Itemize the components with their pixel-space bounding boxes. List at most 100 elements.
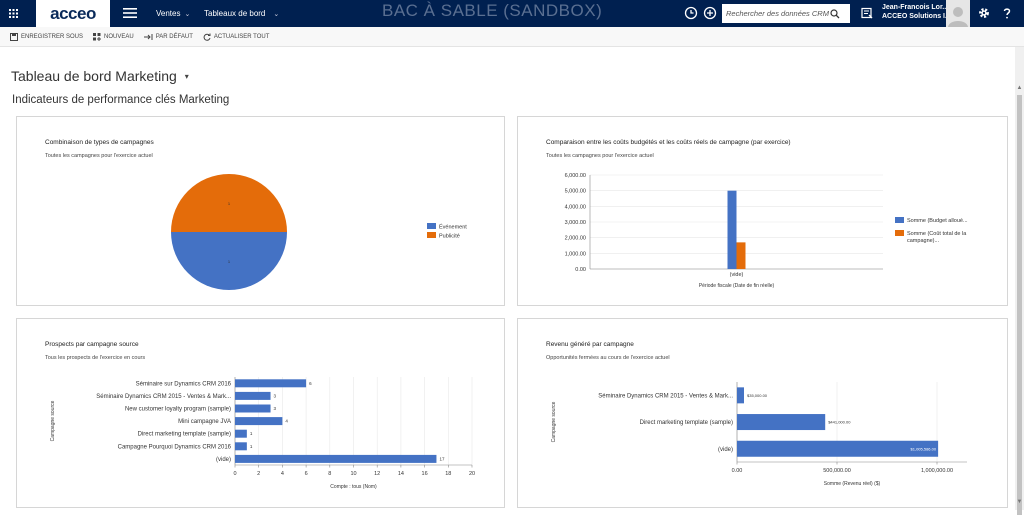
user-silhouette-icon	[948, 7, 968, 27]
refresh-all-label: ACTUALISER TOUT	[213, 33, 270, 40]
new-dashboard-icon	[93, 32, 102, 41]
chevron-down-icon: ⌄	[273, 10, 280, 18]
chart-title: Comparaison entre les coûts budgétés et …	[546, 139, 791, 146]
vertical-scrollbar[interactable]: ▲ ▼	[1015, 47, 1024, 515]
x-tick-label: 16	[422, 471, 428, 477]
app-launcher-button[interactable]	[0, 0, 27, 27]
bar-value-label: 1	[250, 431, 253, 436]
recent-clock-icon[interactable]	[684, 6, 698, 20]
horizontal-bar[interactable]	[737, 440, 939, 457]
pie-chart[interactable]: 1 1 Événement Publicité	[17, 117, 506, 307]
search-icon[interactable]	[830, 8, 840, 19]
chart-panel-budget-vs-actual: Comparaison entre les coûts budgétés et …	[517, 116, 1008, 306]
bar-value-label: 3	[274, 393, 277, 398]
y-category-label: Direct marketing template (sample)	[138, 432, 231, 438]
x-axis-title: Somme (Revenu réel) ($)	[824, 481, 881, 487]
horizontal-bar[interactable]	[235, 379, 307, 388]
nav-area-label: Ventes	[156, 9, 181, 18]
horizontal-bar[interactable]	[235, 417, 283, 426]
user-info[interactable]: Jean-Francois Lor... ACCEO Solutions I..…	[882, 3, 951, 21]
y-tick-label: 4,000.00	[565, 204, 586, 210]
x-tick-label: 20	[469, 471, 475, 477]
legend-label: Événement	[439, 224, 467, 231]
nav-section-dashboards[interactable]: Tableaux de bord ⌄	[204, 0, 279, 27]
chart-subtitle: Toutes les campagnes pour l'exercice act…	[45, 153, 153, 159]
scrollbar-thumb[interactable]	[1017, 95, 1022, 515]
hamburger-menu-icon[interactable]	[122, 6, 138, 20]
horizontal-bar[interactable]	[235, 391, 271, 400]
scroll-down-arrow-icon[interactable]: ▼	[1016, 499, 1023, 505]
search-input[interactable]	[722, 9, 830, 18]
horizontal-bar-chart[interactable]: 0.00 500,000.00 1,000,000.00 Séminaire Dyna…	[518, 319, 1009, 509]
x-axis-title: Compte : tous (Nom)	[330, 484, 377, 490]
section-title: Indicateurs de performance clés Marketin…	[12, 94, 230, 106]
y-axis-title: Campagne source	[551, 401, 557, 442]
legend-label: Somme (Coût total de la	[907, 231, 967, 237]
legend-label-continued: campagne)...	[907, 238, 940, 244]
nav-section-label: Tableaux de bord	[204, 9, 266, 18]
legend-swatch	[427, 232, 436, 238]
horizontal-bar[interactable]	[235, 442, 247, 451]
chart-subtitle: Toutes les campagnes pour l'exercice act…	[546, 153, 654, 159]
horizontal-bar[interactable]	[737, 414, 826, 431]
y-category-label: (vide)	[216, 457, 231, 463]
new-button[interactable]: NOUVEAU	[93, 32, 134, 41]
horizontal-bar[interactable]	[737, 387, 744, 404]
x-tick-label: (vide)	[730, 272, 744, 278]
nav-area-sales[interactable]: Ventes ⌄	[156, 0, 190, 27]
refresh-all-button[interactable]: ACTUALISER TOUT	[203, 33, 269, 41]
y-tick-label: 0.00	[575, 267, 586, 273]
pie-slice[interactable]	[171, 232, 287, 290]
bar-value-label: 17	[439, 456, 445, 461]
y-category-label: Séminaire Dynamics CRM 2015 - Ventes & M…	[96, 394, 231, 400]
column-chart[interactable]: 0.00 1,000.00 2,000.00 3,000.00 4,000.00 5,00…	[518, 117, 1009, 307]
set-default-icon	[143, 33, 153, 40]
user-organization: ACCEO Solutions I...	[882, 13, 951, 20]
horizontal-bar[interactable]	[235, 429, 247, 438]
legend-label: Publicité	[439, 234, 460, 240]
new-label: NOUVEAU	[104, 33, 134, 40]
save-icon	[10, 32, 18, 41]
create-plus-icon[interactable]	[703, 6, 717, 20]
pie-slice-label[interactable]: 1	[228, 259, 231, 264]
y-category-label: Mini campagne JVA	[178, 419, 231, 425]
pie-slice-label[interactable]: 1	[228, 201, 231, 206]
chart-subtitle: Tous les prospects de l'exercice en cour…	[45, 355, 146, 361]
column-bar[interactable]	[736, 242, 746, 269]
help-question-icon[interactable]	[1000, 6, 1014, 20]
horizontal-bar[interactable]	[235, 454, 437, 463]
save-as-button[interactable]: ENREGISTRER SOUS	[10, 32, 83, 41]
bar-value-label: 3	[274, 406, 277, 411]
environment-banner: BAC À SABLE (SANDBOX)	[382, 1, 603, 20]
x-tick-label: 1,000,000.00	[921, 468, 953, 474]
column-bar[interactable]	[727, 190, 737, 269]
bar-value-label: 1	[250, 444, 253, 449]
x-tick-label: 6	[305, 471, 308, 477]
refresh-icon	[203, 33, 211, 41]
global-search-box[interactable]	[722, 4, 850, 23]
y-axis-title: Campagne source	[50, 400, 56, 441]
bar-value-label: 4	[285, 419, 288, 424]
y-category-label: Séminaire sur Dynamics CRM 2016	[136, 381, 232, 387]
chart-title: Prospects par campagne source	[45, 341, 139, 348]
company-logo[interactable]: acceo	[36, 0, 110, 27]
bar-value-label: $1,005,586.00	[911, 446, 937, 451]
chart-title: Revenu généré par campagne	[546, 341, 634, 348]
x-tick-label: 0.00	[732, 468, 743, 474]
legend-swatch	[895, 217, 904, 223]
set-default-button[interactable]: PAR DÉFAUT	[143, 33, 193, 41]
chart-title: Combinaison de types de campagnes	[45, 139, 154, 146]
top-navigation-bar: acceo Ventes ⌄ Tableaux de bord ⌄ BAC À …	[0, 0, 1024, 27]
settings-gear-icon[interactable]	[977, 6, 991, 20]
horizontal-bar[interactable]	[235, 404, 271, 413]
advanced-find-icon[interactable]	[860, 6, 874, 20]
pie-slice[interactable]	[171, 174, 287, 232]
y-tick-label: 5,000.00	[565, 189, 586, 195]
chart-subtitle: Opportunités fermées au cours de l'exerc…	[546, 355, 670, 361]
avatar[interactable]	[946, 0, 970, 27]
logo-text: acceo	[50, 3, 96, 23]
dashboard-selector[interactable]: Tableau de bord Marketing ▾	[11, 68, 189, 84]
scroll-up-arrow-icon[interactable]: ▲	[1016, 85, 1023, 91]
x-tick-label: 4	[281, 471, 284, 477]
